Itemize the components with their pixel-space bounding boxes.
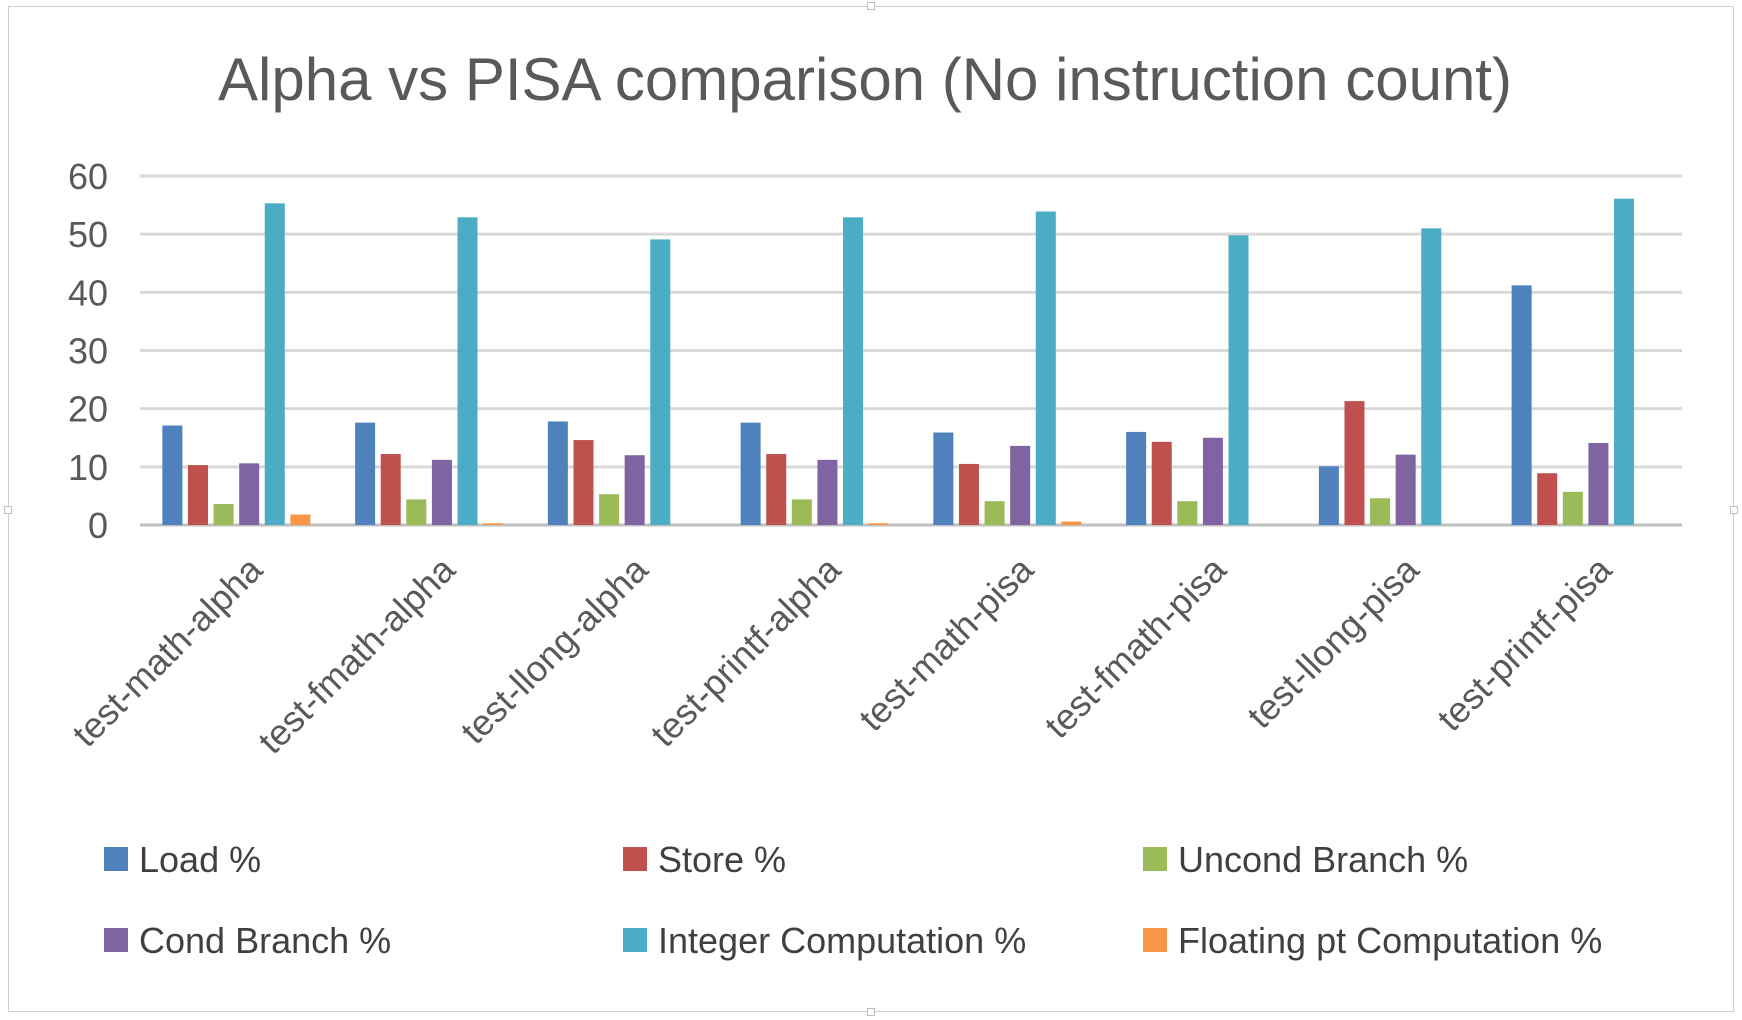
bar-test-printf-pisa-series-0 [1511, 285, 1532, 525]
bar-test-math-alpha-series-2 [213, 504, 234, 525]
legend-label-4: Integer Computation % [658, 920, 1026, 961]
bar-test-math-pisa-series-2 [984, 501, 1005, 525]
bar-test-fmath-alpha-series-5 [483, 523, 504, 525]
bar-test-printf-alpha-series-2 [791, 499, 812, 525]
legend-label-1: Store % [658, 839, 786, 880]
bar-test-printf-alpha-series-4 [843, 217, 864, 525]
y-tick-label: 40 [68, 272, 108, 313]
resize-handle-top[interactable] [867, 2, 875, 10]
legend-label-3: Cond Branch % [139, 920, 391, 961]
bar-test-printf-pisa-series-3 [1588, 442, 1609, 525]
legend-label-2: Uncond Branch % [1178, 839, 1468, 880]
bar-test-math-pisa-series-5 [1061, 521, 1082, 525]
bar-test-fmath-pisa-series-4 [1228, 235, 1249, 525]
bar-test-llong-pisa-series-4 [1421, 228, 1442, 525]
bar-test-math-pisa-series-0 [933, 432, 954, 525]
bar-test-llong-pisa-series-0 [1318, 466, 1339, 525]
bar-test-printf-alpha-series-3 [817, 459, 838, 525]
y-tick-label: 10 [68, 447, 108, 488]
bar-test-fmath-alpha-series-4 [457, 217, 478, 525]
bar-test-printf-pisa-series-4 [1614, 198, 1635, 525]
chart-frame [8, 6, 1734, 1012]
y-tick-label: 60 [68, 156, 108, 197]
legend-swatch-3 [104, 928, 128, 952]
bar-test-printf-alpha-series-1 [766, 454, 787, 525]
bar-test-llong-pisa-series-2 [1370, 498, 1391, 525]
bar-test-fmath-alpha-series-2 [406, 499, 427, 525]
y-tick-label: 50 [68, 214, 108, 255]
bar-test-math-alpha-series-4 [264, 203, 285, 526]
resize-handle-right[interactable] [1730, 506, 1738, 514]
bar-test-llong-alpha-series-2 [599, 494, 620, 525]
y-tick-label: 20 [68, 389, 108, 430]
bar-test-llong-alpha-series-0 [547, 421, 568, 525]
y-tick-label: 30 [68, 331, 108, 372]
bar-test-fmath-pisa-series-0 [1126, 431, 1147, 525]
legend-swatch-2 [1143, 847, 1167, 871]
bar-test-math-pisa-series-4 [1035, 211, 1056, 525]
x-axis-labels: test-math-alphatest-fmath-alphatest-llon… [64, 548, 1620, 762]
bar-test-math-alpha-series-5 [290, 514, 311, 525]
x-tick-label: test-printf-alpha [642, 548, 849, 755]
legend-swatch-1 [623, 847, 647, 871]
bar-test-printf-alpha-series-5 [868, 523, 889, 525]
bar-test-math-alpha-series-1 [187, 465, 208, 525]
y-tick-label: 0 [88, 505, 108, 546]
x-tick-label: test-math-alpha [64, 548, 271, 755]
bars [162, 198, 1635, 526]
y-axis-ticks: 0 10 20 30 40 50 60 [68, 156, 108, 546]
legend-label-5: Floating pt Computation % [1178, 920, 1602, 961]
bar-test-fmath-pisa-series-3 [1202, 437, 1223, 525]
x-tick-label: test-math-pisa [851, 548, 1042, 739]
resize-handle-left[interactable] [4, 506, 12, 514]
bar-test-fmath-pisa-series-1 [1151, 441, 1172, 525]
bar-test-math-pisa-series-1 [958, 463, 979, 525]
legend-swatch-0 [104, 847, 128, 871]
bar-test-fmath-alpha-series-1 [380, 454, 401, 525]
x-tick-label: test-printf-pisa [1429, 548, 1620, 739]
x-tick-label: test-llong-alpha [452, 548, 656, 752]
bar-test-llong-alpha-series-3 [624, 455, 645, 525]
bar-test-llong-pisa-series-1 [1344, 401, 1365, 525]
x-tick-label: test-fmath-pisa [1036, 548, 1234, 746]
bar-test-math-alpha-series-3 [239, 463, 260, 525]
bar-test-fmath-pisa-series-2 [1177, 501, 1198, 525]
legend: Load % Store % Uncond Branch % Cond Branch … [104, 839, 1602, 961]
bar-test-llong-alpha-series-4 [650, 239, 671, 525]
bar-test-math-pisa-series-3 [1010, 445, 1031, 525]
x-tick-label: test-llong-pisa [1239, 548, 1427, 736]
bar-test-math-alpha-series-0 [162, 425, 183, 525]
bar-test-printf-alpha-series-0 [740, 422, 761, 525]
bar-test-fmath-alpha-series-3 [431, 459, 452, 525]
bar-test-printf-pisa-series-1 [1537, 473, 1558, 525]
legend-label-0: Load % [139, 839, 261, 880]
bar-test-llong-alpha-series-1 [573, 440, 594, 525]
legend-swatch-4 [623, 928, 647, 952]
resize-handle-bottom[interactable] [867, 1008, 875, 1016]
bar-test-printf-pisa-series-2 [1562, 491, 1583, 525]
x-tick-label: test-fmath-alpha [250, 548, 464, 762]
bar-test-fmath-alpha-series-0 [355, 422, 376, 525]
chart-title: Alpha vs PISA comparison (No instruction… [218, 46, 1512, 113]
bar-test-llong-pisa-series-3 [1395, 454, 1416, 525]
legend-swatch-5 [1143, 928, 1167, 952]
